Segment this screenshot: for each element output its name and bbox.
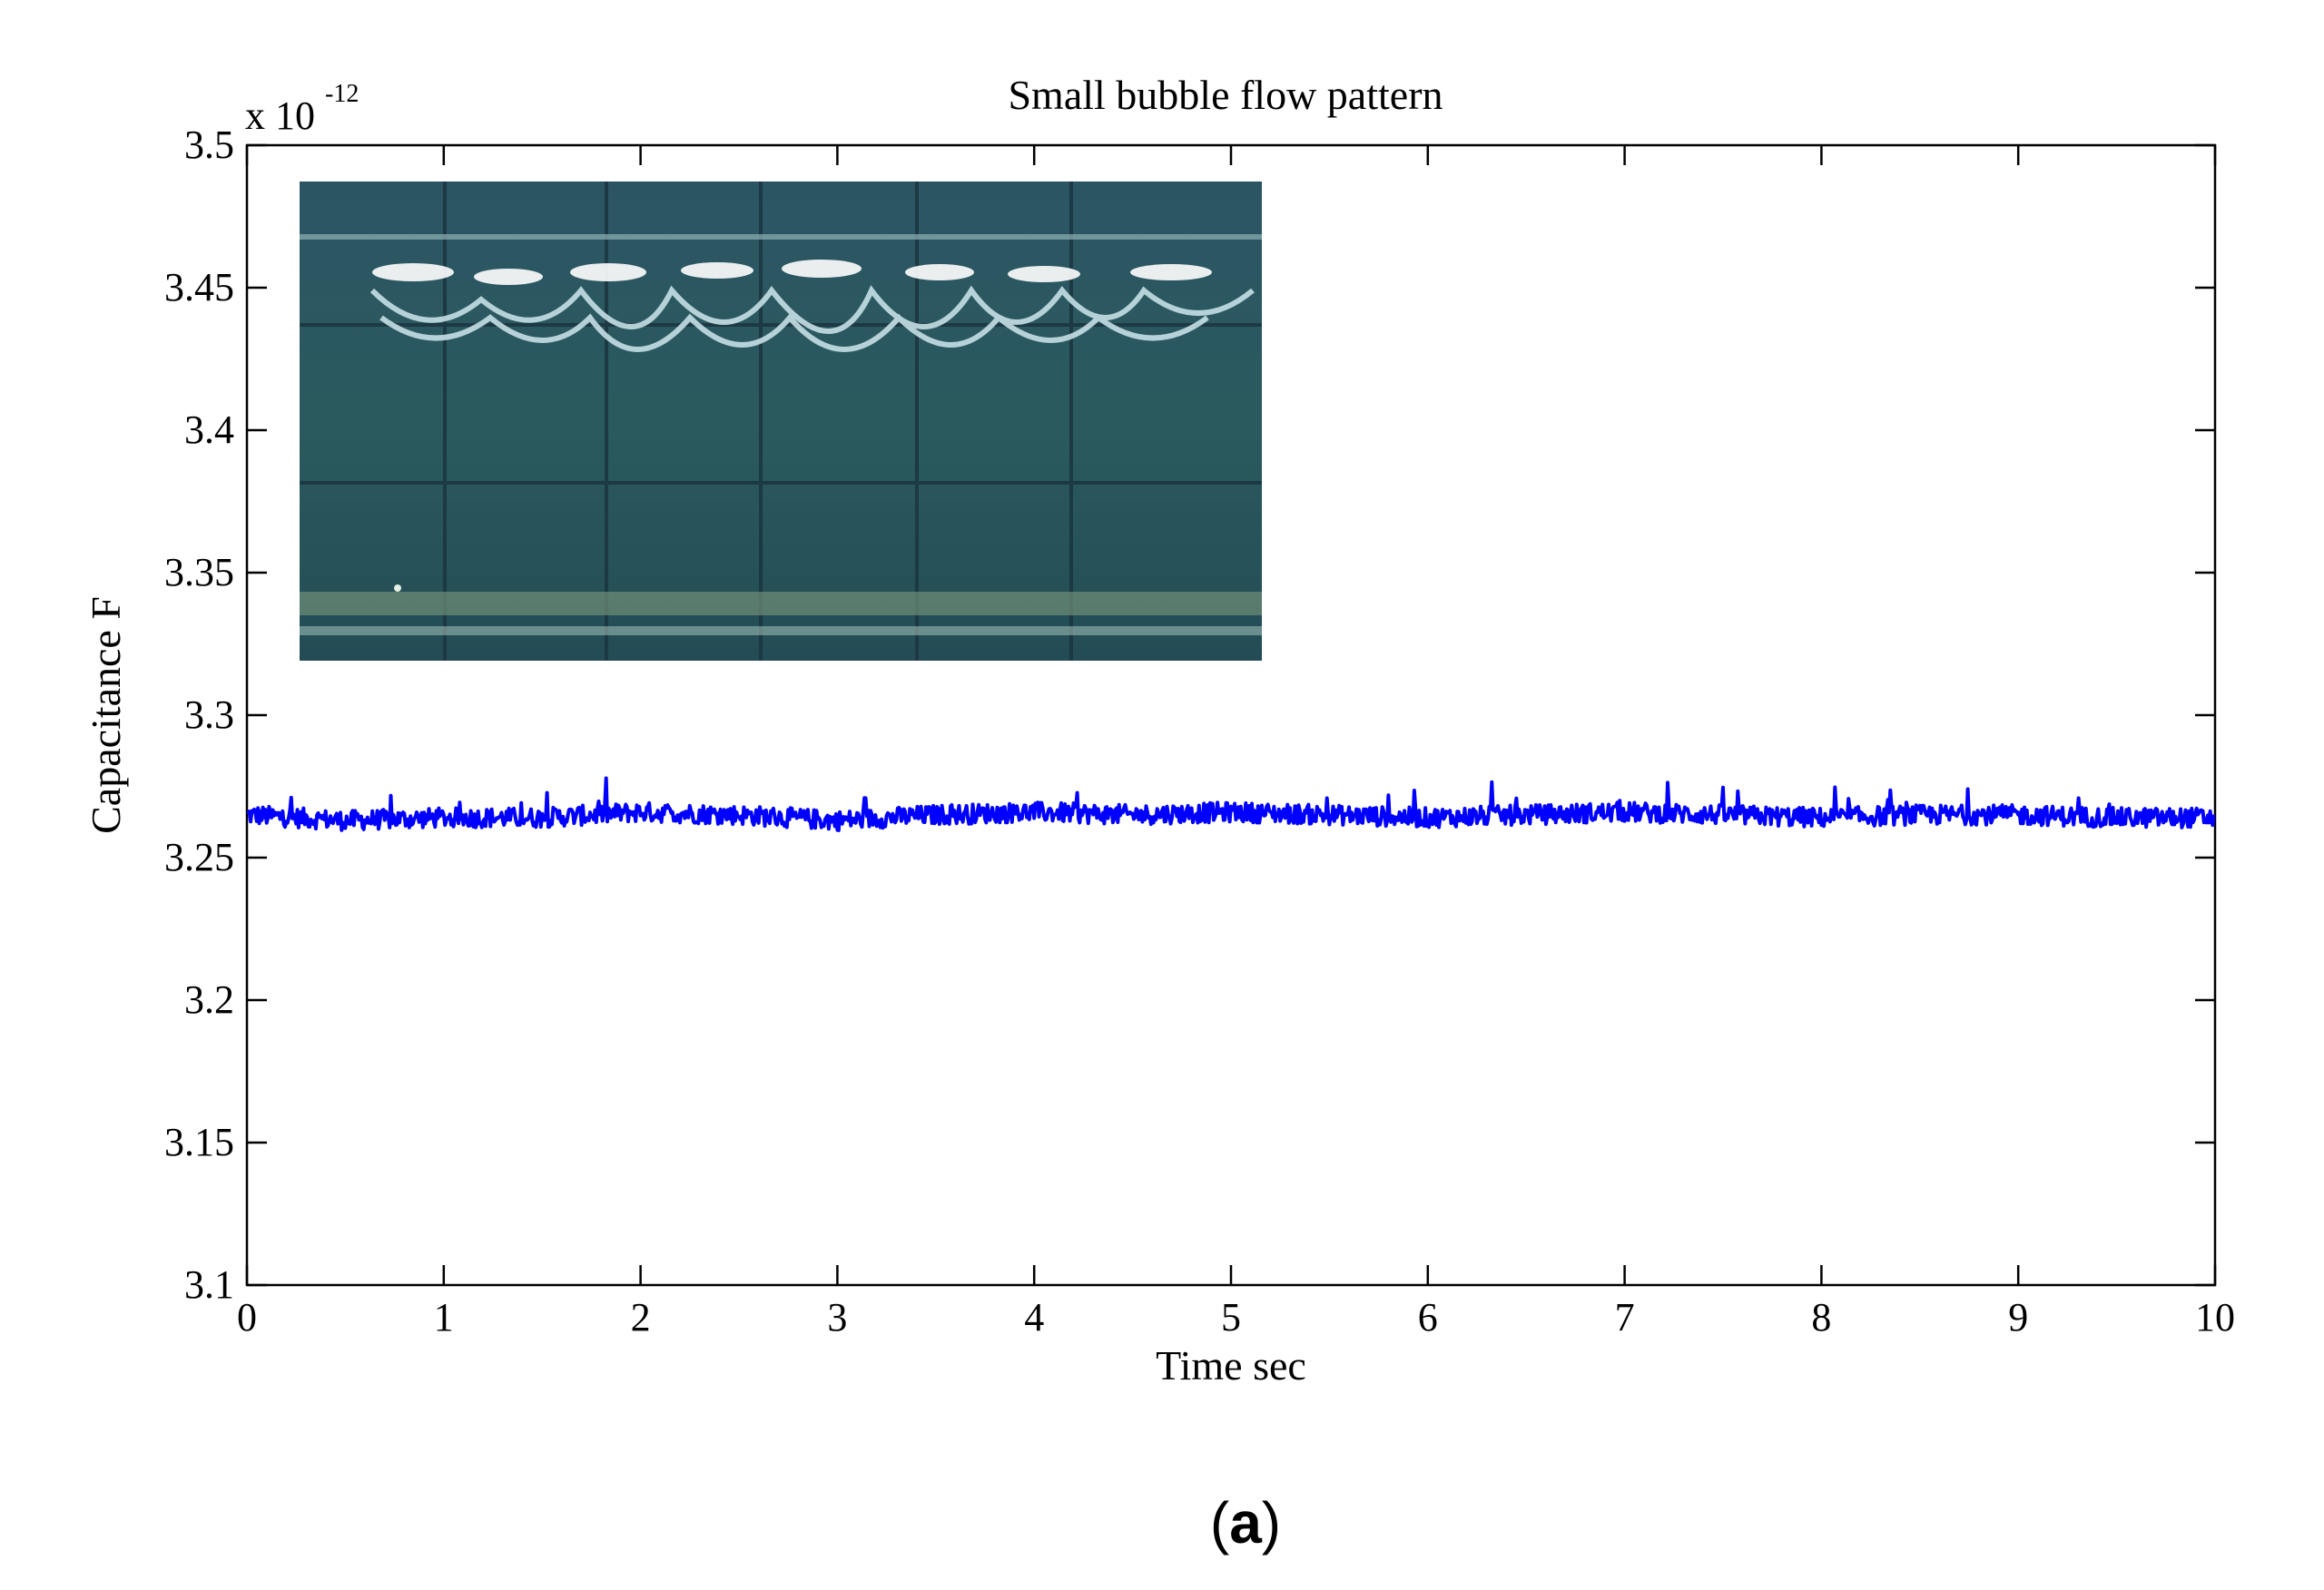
x-tick-label: 4 (1024, 1295, 1044, 1340)
x-tick-label: 1 (434, 1295, 454, 1340)
series-line (247, 776, 2215, 832)
bubble-band (369, 285, 1255, 352)
y-tick-label: 3.15 (164, 1120, 234, 1164)
panel-label: (a) (1210, 1490, 1281, 1556)
y-tick-label: 3.2 (184, 977, 234, 1022)
x-tick-labels: 0 1 2 3 4 5 6 7 8 9 10 (237, 1295, 2235, 1340)
y-tick-label: 3.1 (184, 1262, 234, 1307)
x-tick-label: 3 (827, 1295, 847, 1340)
y-tick-label: 3.4 (184, 407, 234, 452)
y-axis-multiplier: x 10 -12 (245, 80, 359, 138)
svg-text:x 10: x 10 (245, 93, 315, 138)
x-tick-label: 5 (1221, 1295, 1241, 1340)
chart-title: Small bubble flow pattern (1008, 72, 1443, 118)
y-tick-label: 3.5 (184, 123, 234, 167)
svg-text:-12: -12 (325, 80, 359, 108)
x-tick-label: 0 (237, 1295, 257, 1340)
x-tick-label: 6 (1418, 1295, 1438, 1340)
x-tick-label: 8 (1811, 1295, 1831, 1340)
x-tick-label: 2 (631, 1295, 651, 1340)
y-tick-label: 3.3 (184, 692, 234, 737)
axis-ticks (245, 143, 2217, 1287)
y-tick-label: 3.35 (164, 550, 234, 594)
x-tick-label: 10 (2195, 1295, 2235, 1340)
y-tick-label: 3.45 (164, 265, 234, 309)
y-tick-labels: 3.1 3.15 3.2 3.25 3.3 3.35 3.4 3.45 3.5 (164, 123, 234, 1307)
x-axis-label: Time sec (1156, 1342, 1306, 1389)
x-tick-label: 7 (1615, 1295, 1635, 1340)
y-tick-label: 3.25 (164, 835, 234, 879)
y-axis-label: Capacitance F (83, 596, 129, 834)
x-tick-label: 9 (2008, 1295, 2028, 1340)
flow-photo-inset (300, 182, 1262, 661)
